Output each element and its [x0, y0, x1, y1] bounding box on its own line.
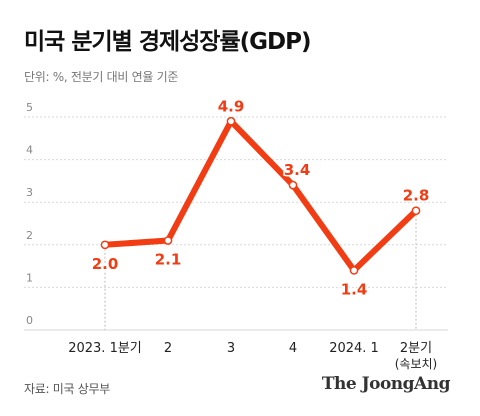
y-tick-label: 0: [26, 314, 33, 327]
x-tick-label: 2024. 1: [329, 341, 379, 356]
y-tick-label: 3: [26, 186, 33, 199]
data-label: 4.9: [218, 97, 245, 115]
x-tick-label: 2: [164, 341, 172, 356]
y-tick-label: 5: [26, 101, 33, 114]
data-label-layer: 2.0 2.1 4.9 3.4 1.4 2.8: [90, 96, 431, 300]
data-label: 2.8: [403, 187, 430, 205]
data-label: 2.1: [155, 251, 182, 269]
page-title: 미국 분기별 경제성장률(GDP): [24, 29, 311, 55]
data-point: [163, 236, 173, 245]
x-tick-label: 4: [289, 341, 297, 356]
marker-layer: [100, 116, 421, 275]
x-tick-label: 2023. 1분기: [68, 341, 142, 356]
data-label: 2.0: [92, 255, 119, 273]
y-tick-label: 4: [26, 144, 33, 157]
gdp-series-line: [102, 118, 419, 274]
x-tick-sublabel: (속보치): [395, 357, 437, 371]
data-point: [100, 240, 110, 250]
series-layer: [102, 118, 419, 274]
grid-layer: [24, 116, 448, 331]
y-axis-layer: 0 1 2 3 4 5: [26, 101, 33, 327]
x-tick-label: 3: [227, 341, 235, 356]
x-tick-label: 2분기: [400, 341, 432, 356]
brand-logo: The JoongAng: [321, 374, 451, 394]
source-note: 자료: 미국 상무부: [24, 382, 110, 396]
unit-subtitle: 단위: %, 전분기 대비 연율 기준: [24, 70, 179, 84]
guide-layer: [104, 210, 417, 330]
data-label: 1.4: [341, 280, 368, 298]
data-point: [411, 206, 421, 216]
y-tick-label: 1: [26, 271, 33, 284]
data-point: [288, 180, 298, 190]
data-point: [226, 116, 236, 126]
y-tick-label: 2: [26, 229, 33, 242]
data-label: 3.4: [284, 161, 311, 179]
x-axis-layer: 2023. 1분기 2 3 4 2024. 1 2분기(속보치): [68, 341, 437, 371]
data-point: [349, 266, 359, 275]
